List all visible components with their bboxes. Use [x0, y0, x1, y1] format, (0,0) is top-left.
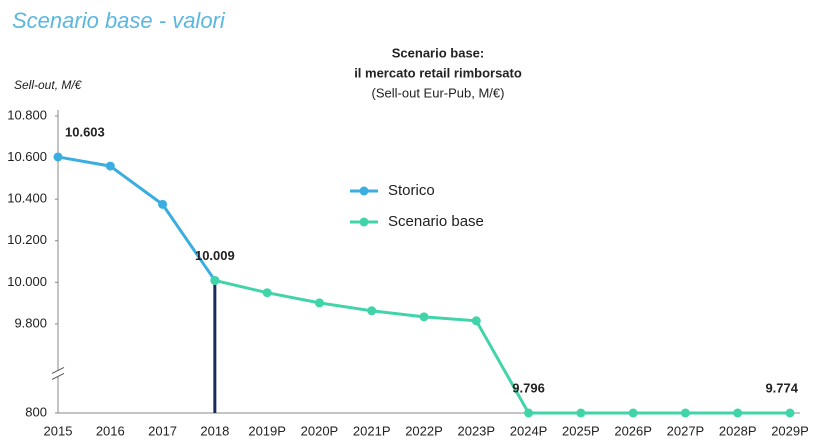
y-tick-label: 10.600	[7, 149, 47, 164]
axis-break	[51, 373, 65, 380]
x-tick-label: 2015	[44, 423, 73, 438]
legend-marker	[359, 186, 369, 196]
y-tick-label: 10.000	[7, 274, 47, 289]
data-point	[576, 408, 586, 418]
chart-title: Scenario base:	[392, 45, 485, 60]
x-tick-label: 2017	[148, 423, 177, 438]
data-point	[785, 408, 795, 418]
y-tick-label: 800	[25, 404, 47, 419]
value-label: 10.009	[195, 248, 235, 263]
y-tick-label: 10.800	[7, 107, 47, 122]
x-tick-label: 2019P	[248, 423, 286, 438]
data-point	[105, 161, 115, 171]
data-point	[53, 152, 63, 162]
x-tick-label: 2016	[96, 423, 125, 438]
legend-marker	[359, 217, 369, 227]
data-point	[419, 312, 429, 322]
legend-label: Scenario base	[388, 213, 484, 230]
y-axis-label: Sell-out, M/€	[14, 78, 83, 92]
value-label: 9.796	[512, 380, 545, 395]
data-point	[367, 306, 377, 316]
series-line	[214, 278, 790, 415]
value-label: 9.774	[765, 380, 798, 395]
y-tick-label: 10.200	[7, 232, 47, 247]
data-point	[471, 316, 481, 326]
chart-title: il mercato retail rimborsato	[354, 65, 522, 80]
x-tick-label: 2021P	[353, 423, 391, 438]
page-heading: Scenario base - valori	[12, 8, 226, 33]
data-point	[733, 408, 743, 418]
data-point	[524, 408, 534, 418]
data-point	[314, 298, 324, 308]
x-tick-label: 2028P	[719, 423, 757, 438]
axis-break	[51, 367, 65, 374]
legend-label: Storico	[388, 182, 435, 199]
x-tick-label: 2027P	[667, 423, 705, 438]
x-tick-label: 2018	[200, 423, 229, 438]
data-point	[158, 199, 168, 209]
chart-subtitle: (Sell-out Eur-Pub, M/€)	[372, 85, 505, 100]
x-tick-label: 2022P	[405, 423, 443, 438]
data-point	[680, 408, 690, 418]
value-label: 10.603	[65, 124, 105, 139]
data-point	[262, 288, 272, 298]
x-tick-label: 2026P	[614, 423, 652, 438]
x-tick-label: 2024P	[510, 423, 548, 438]
y-tick-label: 9.800	[14, 315, 47, 330]
series-line	[57, 155, 217, 282]
data-point	[628, 408, 638, 418]
axis-break-gap	[52, 370, 64, 377]
x-tick-label: 2020P	[301, 423, 339, 438]
data-point	[210, 275, 220, 285]
x-tick-label: 2025P	[562, 423, 600, 438]
y-tick-label: 10.400	[7, 191, 47, 206]
x-tick-label: 2029P	[771, 423, 809, 438]
x-tick-label: 2023P	[457, 423, 495, 438]
